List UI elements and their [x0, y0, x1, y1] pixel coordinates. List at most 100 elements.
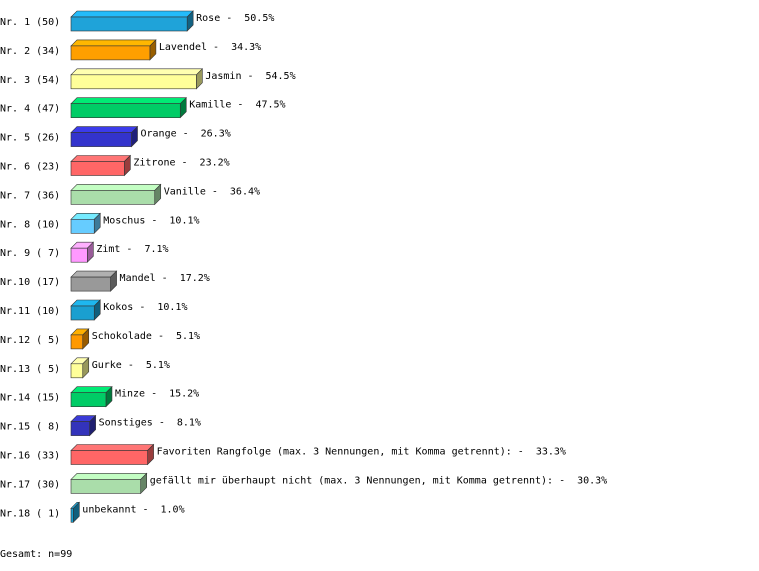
value-label: 1.0% — [161, 504, 185, 515]
value-label: 30.3% — [577, 475, 607, 486]
separator: - — [213, 42, 219, 53]
bar — [70, 219, 95, 234]
bar-label: Rose - 50.5% — [196, 13, 274, 24]
row-label: Nr.14 (15) — [0, 393, 60, 404]
row-label: Nr.10 (17) — [0, 277, 60, 288]
row-label: Nr. 5 (26) — [0, 133, 60, 144]
separator: - — [212, 186, 218, 197]
bar-name: Rose — [196, 13, 220, 24]
bar — [70, 190, 156, 205]
row-label: Nr.16 (33) — [0, 451, 60, 462]
value-label: 5.1% — [146, 360, 170, 371]
value-label: 47.5% — [255, 100, 285, 111]
separator: - — [237, 100, 243, 111]
bar-top — [70, 386, 113, 394]
separator: - — [151, 389, 157, 400]
bar-label: Schokolade - 5.1% — [92, 331, 200, 342]
value-label: 36.4% — [230, 186, 260, 197]
bar-name: Orange — [140, 129, 176, 140]
bar-label: Minze - 15.2% — [115, 389, 199, 400]
bar-top — [70, 68, 204, 76]
bar-top — [70, 184, 162, 191]
bar — [70, 74, 197, 90]
bar-top — [70, 10, 194, 18]
bar — [70, 334, 84, 350]
bar-label: gefällt mir überhaupt nicht (max. 3 Nenn… — [150, 475, 608, 486]
row-label: Nr. 1 (50) — [0, 17, 60, 28]
value-label: 23.2% — [200, 158, 230, 169]
bar — [70, 16, 188, 32]
separator: - — [128, 360, 134, 371]
value-label: 54.5% — [266, 71, 296, 82]
bar-name: Jasmin — [205, 71, 241, 82]
bar-label: Orange - 26.3% — [140, 129, 230, 140]
bar-label: Zimt - 7.1% — [96, 244, 168, 255]
bar — [70, 247, 88, 263]
bar-label: Favoriten Rangfolge (max. 3 Nennungen, m… — [157, 447, 566, 458]
row-label: Nr. 2 (34) — [0, 46, 60, 57]
bar-name: Zimt — [96, 244, 120, 255]
row-label: Nr.13 ( 5) — [0, 364, 60, 375]
separator: - — [183, 129, 189, 140]
row-label: Nr.18 ( 1) — [0, 508, 60, 519]
bar-label: unbekannt - 1.0% — [82, 504, 184, 515]
row-label: Nr.17 (30) — [0, 479, 60, 490]
bar-label: Moschus - 10.1% — [103, 215, 199, 226]
bar-top — [70, 126, 139, 133]
bar — [70, 479, 141, 494]
bar-name: Sonstiges — [99, 418, 153, 429]
bar-name: Moschus — [103, 215, 145, 226]
bar-name: Minze — [115, 389, 145, 400]
value-label: 10.1% — [157, 302, 187, 313]
bar-label: Sonstiges - 8.1% — [99, 418, 201, 429]
bar — [70, 161, 125, 176]
bar-name: unbekannt — [82, 504, 136, 515]
separator: - — [158, 331, 164, 342]
bar-name: Schokolade — [92, 331, 152, 342]
bar-label: Mandel - 17.2% — [120, 273, 210, 284]
value-label: 50.5% — [244, 13, 274, 24]
bar — [70, 45, 151, 61]
separator: - — [162, 273, 168, 284]
value-label: 7.1% — [144, 244, 168, 255]
value-label: 34.3% — [231, 42, 261, 53]
footer: Gesamt: n=99 — [0, 549, 72, 560]
separator: - — [182, 158, 188, 169]
bar-name: Zitrone — [133, 158, 175, 169]
bar-name: Mandel — [120, 273, 156, 284]
bar-top — [70, 39, 157, 47]
bar-top — [70, 97, 187, 104]
separator: - — [151, 215, 157, 226]
row-label: Nr.11 (10) — [0, 306, 60, 317]
bar — [70, 132, 132, 147]
bar — [70, 103, 181, 118]
separator: - — [226, 13, 232, 24]
bar-name: Gurke — [92, 360, 122, 371]
bar-label: Kamille - 47.5% — [189, 100, 285, 111]
bar-label: Kokos - 10.1% — [103, 302, 187, 313]
bar — [70, 363, 84, 379]
bar-label: Gurke - 5.1% — [92, 360, 170, 371]
bar-label: Vanille - 36.4% — [164, 186, 260, 197]
row-label: Nr. 6 (23) — [0, 162, 60, 173]
bar-label: Jasmin - 54.5% — [205, 71, 295, 82]
bar-name: Favoriten Rangfolge (max. 3 Nennungen, m… — [157, 447, 512, 458]
row-label: Nr.15 ( 8) — [0, 422, 60, 433]
row-label: Nr. 7 (36) — [0, 190, 60, 201]
value-label: 15.2% — [169, 389, 199, 400]
bar-label: Lavendel - 34.3% — [159, 42, 261, 53]
value-label: 8.1% — [177, 418, 201, 429]
bar-top — [70, 155, 132, 162]
bar — [70, 392, 107, 408]
bar-top — [70, 473, 148, 480]
bar-name: gefällt mir überhaupt nicht (max. 3 Nenn… — [150, 475, 553, 486]
bar — [70, 305, 95, 321]
bar — [70, 421, 90, 436]
bar-name: Kokos — [103, 302, 133, 313]
value-label: 10.1% — [169, 215, 199, 226]
value-label: 17.2% — [180, 273, 210, 284]
separator: - — [518, 447, 524, 458]
separator: - — [559, 475, 565, 486]
bar — [70, 507, 74, 523]
separator: - — [126, 244, 132, 255]
